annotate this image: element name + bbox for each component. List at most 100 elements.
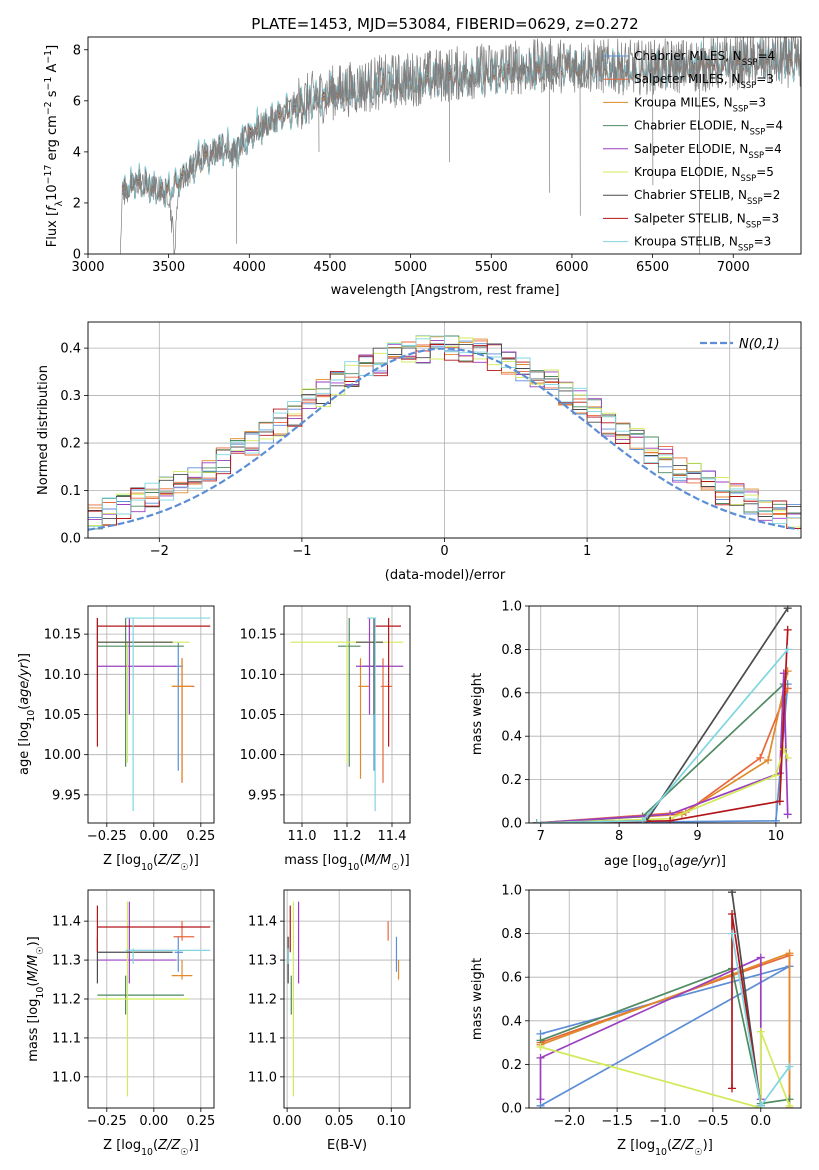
age-vs-z-ytick-label: 10.05 — [44, 708, 81, 723]
age-vs-z-ytick-label: 9.95 — [52, 788, 81, 803]
weight-vs-z-xtick-label: 0.0 — [750, 1114, 771, 1129]
spectrum-xlabel: wavelength [Angstrom, rest frame] — [331, 283, 560, 298]
weight-vs-z-xtick-label: −1.5 — [601, 1114, 633, 1129]
spectrum-legend-label: Salpeter ELODIE, NSSP=4 — [634, 142, 782, 160]
spectrum-xtick-label: 4500 — [313, 260, 346, 275]
spectrum-ylabel: Flux [fλ10−17 erg cm−2 s−1 A−1] — [43, 45, 65, 247]
weight-vs-z-point-marker — [756, 1027, 765, 1036]
mass-vs-z-xtick-label: 0.00 — [139, 1114, 168, 1129]
residuals-ytick-label: 0.3 — [60, 389, 81, 404]
residuals-xtick-label: 0 — [440, 544, 448, 559]
spectrum-legend-label: Salpeter STELIB, NSSP=3 — [634, 211, 779, 229]
spectrum-legend-label: Kroupa STELIB, NSSP=3 — [634, 235, 771, 253]
mass-vs-z-ytick-label: 11.0 — [52, 1070, 81, 1085]
weight-vs-z-point-marker — [756, 1101, 765, 1108]
weight-vs-z-ytick-label: 1.0 — [501, 884, 522, 899]
weight-vs-z-point-marker — [785, 949, 794, 958]
weight-vs-z-xtick-label: −2.0 — [553, 1114, 585, 1129]
weight-vs-z-point-marker — [728, 929, 737, 938]
weight-vs-age-ytick-label: 0.4 — [501, 730, 522, 745]
weight-vs-z-ylabel: mass weight — [470, 958, 485, 1040]
spectrum-ytick-label: 4 — [73, 145, 81, 160]
weight-vs-z-xtick-label: −0.5 — [697, 1114, 729, 1129]
spectrum-legend-label: Chabrier STELIB, NSSP=2 — [634, 188, 780, 206]
residuals-xtick-label: −2 — [150, 544, 169, 559]
spectrum-xtick-label: 3000 — [71, 260, 104, 275]
weight-vs-age-axes — [529, 605, 801, 824]
weight-vs-age-point-marker — [783, 810, 792, 819]
mass-vs-z-xtick-label: −0.25 — [87, 1114, 127, 1129]
spectrum-legend-label: Chabrier ELODIE, NSSP=4 — [634, 119, 783, 137]
weight-vs-age-plot — [532, 606, 792, 823]
spectrum-xtick-label: 3500 — [152, 260, 185, 275]
age-vs-mass-xtick-label: 11.2 — [333, 829, 362, 844]
weight-vs-age-xlabel: age [log10(age/yr)] — [604, 854, 726, 874]
age-vs-mass-plot — [290, 617, 404, 811]
residuals-xtick-label: 2 — [726, 544, 734, 559]
weight-vs-z-point-marker — [785, 1062, 794, 1071]
weight-vs-age-point-marker — [783, 625, 792, 634]
weight-vs-age-ytick-label: 0.6 — [501, 686, 522, 701]
age-vs-mass-frame — [283, 605, 411, 824]
weight-vs-age-series-line — [536, 684, 789, 823]
residuals-ytick-label: 0.1 — [60, 484, 81, 499]
mass-vs-z-ytick-label: 11.1 — [52, 1031, 81, 1046]
residuals-legend-label: N(0,1) — [739, 337, 780, 352]
mass-vs-ebv-xlabel: E(B-V) — [327, 1138, 367, 1153]
mass-vs-ebv-ytick-label: 11.4 — [248, 915, 277, 930]
age-vs-z-axes — [88, 606, 214, 823]
age-vs-mass-ytick-label: 10.05 — [240, 708, 277, 723]
weight-vs-age-point-marker — [775, 797, 784, 806]
spectrum-xtick-label: 5500 — [475, 260, 508, 275]
residuals-plot — [88, 335, 801, 531]
mass-vs-z-ytick-label: 11.2 — [52, 993, 81, 1008]
mass-vs-z-frame — [87, 889, 215, 1109]
weight-vs-z-xlabel: Z [log10(Z/Z☉)] — [617, 1138, 713, 1158]
weight-vs-age-ytick-label: 0.0 — [501, 817, 522, 832]
spectrum-frame — [87, 36, 802, 255]
age-vs-z-xlabel: Z [log10(Z/Z☉)] — [103, 853, 199, 873]
mass-vs-z-plot — [96, 901, 211, 1097]
spectrum-ytick-label: 0 — [73, 248, 81, 263]
residuals-frame — [87, 321, 802, 539]
weight-vs-age-ylabel: mass weight — [470, 673, 485, 755]
weight-vs-age-point-marker — [771, 771, 780, 780]
weight-vs-z-point-marker — [536, 1053, 545, 1062]
spectrum-xtick-label: 5000 — [394, 260, 427, 275]
age-vs-mass-xlabel: mass [log10(M/M☉)] — [284, 853, 410, 873]
spectrum-plot — [119, 37, 801, 254]
residuals-ylabel: Normed distribution — [36, 365, 51, 495]
weight-vs-z-plot — [536, 890, 794, 1108]
weight-vs-age-xtick-label: 9 — [693, 829, 701, 844]
age-vs-mass-ytick-label: 9.95 — [248, 788, 277, 803]
age-vs-z-ytick-label: 10.10 — [44, 668, 81, 683]
residuals-ytick-label: 0.2 — [60, 437, 81, 452]
spectrum-xtick-label: 6500 — [636, 260, 669, 275]
weight-vs-age-point-marker — [783, 753, 792, 762]
weight-vs-z-point-marker — [536, 1042, 545, 1051]
spectrum-ytick-label: 8 — [73, 43, 81, 58]
weight-vs-z-point-marker — [728, 1084, 737, 1093]
spectrum-ytick-label: 2 — [73, 196, 81, 211]
mass-vs-ebv-ytick-label: 11.1 — [248, 1031, 277, 1046]
weight-vs-age-series-line — [536, 746, 789, 823]
weight-vs-age-series-line — [536, 629, 789, 823]
weight-vs-z-ytick-label: 0.6 — [501, 971, 522, 986]
residuals-gaussian-line — [88, 347, 799, 531]
mass-vs-ebv-xtick-label: 0.00 — [273, 1114, 302, 1129]
age-vs-z-frame — [87, 605, 215, 824]
residuals-ytick-label: 0.0 — [60, 532, 81, 547]
weight-vs-age-point-marker — [783, 606, 792, 613]
weight-vs-z-point-marker — [728, 890, 737, 897]
age-vs-mass-ytick-label: 10.00 — [240, 748, 277, 763]
age-vs-mass-xtick-label: 11.0 — [288, 829, 317, 844]
age-vs-mass-ytick-label: 10.10 — [240, 668, 277, 683]
weight-vs-age-point-marker — [783, 645, 792, 654]
weight-vs-z-series-line — [540, 967, 790, 1105]
age-vs-mass-xtick-label: 11.4 — [378, 829, 407, 844]
spectrum-legend-label: Kroupa ELODIE, NSSP=5 — [634, 165, 774, 183]
mass-vs-ebv-ytick-label: 11.2 — [248, 993, 277, 1008]
mass-vs-ebv-xtick-label: 0.10 — [377, 1114, 406, 1129]
weight-vs-z-point-marker — [785, 1101, 794, 1108]
weight-vs-z-ytick-label: 0.2 — [501, 1058, 522, 1073]
